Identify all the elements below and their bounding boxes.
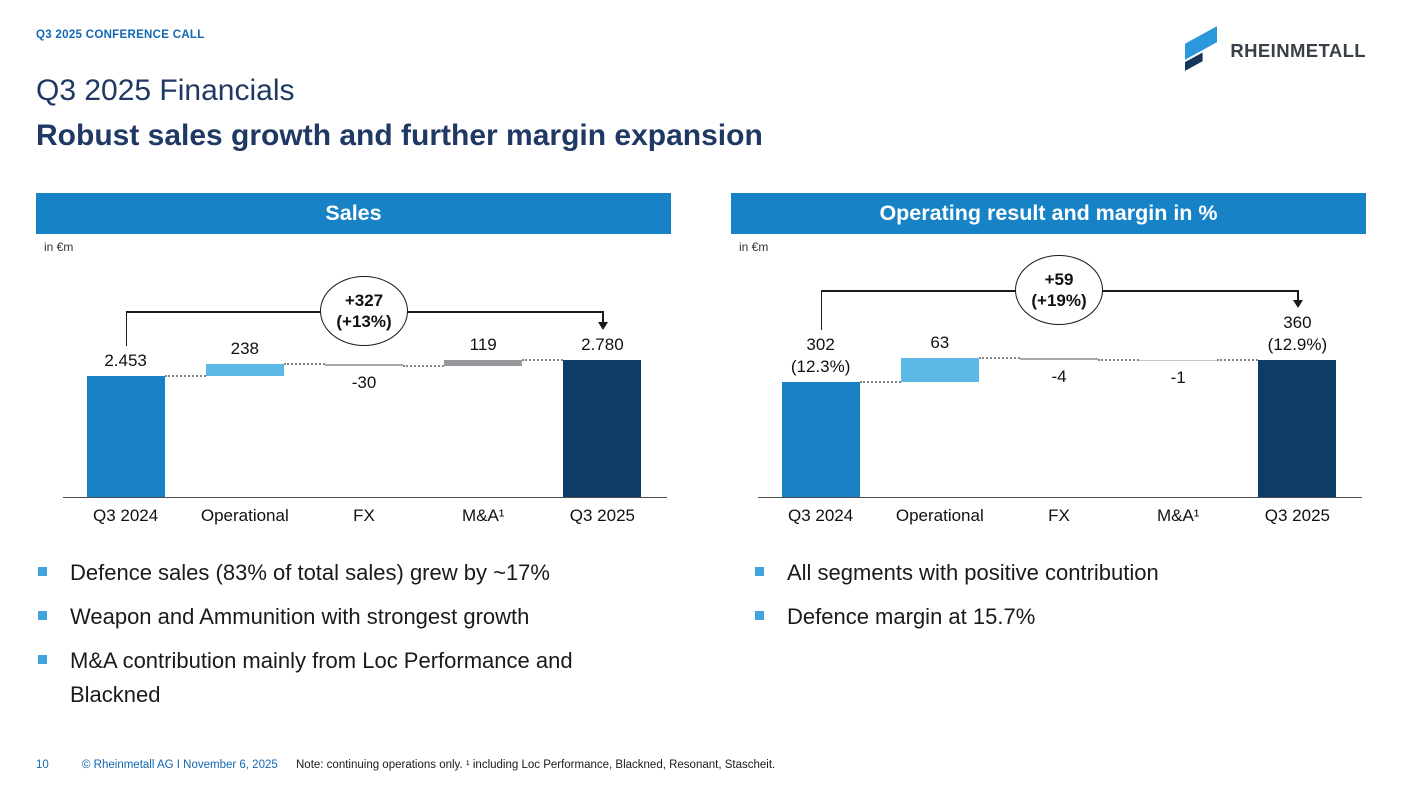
bar-fx xyxy=(1020,358,1098,360)
operating-bullet-list: All segments with positive contribution D… xyxy=(755,556,1335,644)
bracket-arrowhead xyxy=(1293,300,1304,308)
bar-q3-2024 xyxy=(781,382,860,497)
bracket-left-vertical-line xyxy=(820,290,823,331)
category-label-q3-2024: Q3 2024 xyxy=(787,506,854,525)
bar-m-a xyxy=(444,360,523,366)
sales-panel: Sales in €m 2.453 Q3 2024 238 Operational -3… xyxy=(36,193,671,534)
bar-value-label: (12.9%) xyxy=(1267,335,1328,354)
delta-bubble: +327 (+13%) xyxy=(320,276,408,346)
operating-panel-header: Operating result and margin in % xyxy=(731,193,1366,234)
sales-bullet-list: Defence sales (83% of total sales) grew … xyxy=(38,556,650,722)
bullet-square-icon xyxy=(755,567,764,576)
category-label-q3-2025: Q3 2025 xyxy=(569,506,635,525)
waterfall-connector xyxy=(283,363,325,366)
bullet-square-icon xyxy=(38,567,47,576)
bracket-arrowhead xyxy=(598,322,609,330)
bullet-text: Weapon and Ammunition with strongest gro… xyxy=(70,604,530,629)
waterfall-connector xyxy=(1217,359,1259,361)
category-label-operational: Operational xyxy=(200,506,289,525)
waterfall-connector xyxy=(522,359,564,361)
category-label-q3-2025: Q3 2025 xyxy=(1264,506,1330,525)
bar-operational xyxy=(900,358,979,383)
kicker: Q3 2025 CONFERENCE CALL xyxy=(36,29,205,41)
bar-value-label: 302 xyxy=(806,335,835,355)
bar-q3-2025 xyxy=(563,360,642,497)
bar-operational xyxy=(205,364,284,377)
bar-fx xyxy=(325,364,403,366)
operating-panel: Operating result and margin in % in €m 3… xyxy=(731,193,1366,534)
bullet-item: M&A contribution mainly from Loc Perform… xyxy=(38,644,650,712)
rheinmetall-logo-icon xyxy=(1181,26,1221,76)
bullet-square-icon xyxy=(755,611,764,620)
bullet-item: Weapon and Ammunition with strongest gro… xyxy=(38,600,650,634)
delta-bubble-value: +59 xyxy=(1044,270,1074,289)
page-number: 10 xyxy=(36,759,49,771)
category-label-operational: Operational xyxy=(895,506,984,525)
logo-wordmark: RHEINMETALL xyxy=(1230,40,1366,61)
rheinmetall-logo: RHEINMETALL xyxy=(1181,26,1366,76)
page-title: Q3 2025 Financials xyxy=(36,74,295,107)
category-label-m-a: M&A¹ xyxy=(461,506,505,525)
waterfall-connector xyxy=(978,357,1020,360)
sales-chart-canvas: in €m 2.453 Q3 2024 238 Operational -30 FX 119… xyxy=(36,234,671,534)
delta-bubble-percent: (+13%) xyxy=(336,312,392,331)
x-axis-line xyxy=(758,497,1362,499)
bar-m-a xyxy=(1139,359,1218,362)
bar-value-label: -30 xyxy=(351,372,377,392)
delta-bubble: +59 (+19%) xyxy=(1015,255,1103,325)
category-label-q3-2024: Q3 2024 xyxy=(92,506,159,525)
bracket-left-vertical-line xyxy=(125,311,128,347)
bar-value-label: -4 xyxy=(1051,366,1067,386)
delta-bubble-value: +327 xyxy=(344,291,384,310)
bar-value-label: 2.453 xyxy=(104,351,147,371)
operating-unit-label: in €m xyxy=(739,240,769,254)
x-axis-line xyxy=(63,497,667,499)
bullet-square-icon xyxy=(38,611,47,620)
footer-copyright: © Rheinmetall AG I November 6, 2025 xyxy=(82,759,278,771)
bar-value-label: 238 xyxy=(230,339,259,359)
bar-q3-2025 xyxy=(1258,360,1337,497)
bar-value-label: 119 xyxy=(469,335,497,354)
sales-panel-header: Sales xyxy=(36,193,671,234)
bar-q3-2024 xyxy=(86,376,165,497)
bar-value-label: 360 xyxy=(1283,313,1312,332)
category-label-fx: FX xyxy=(353,506,375,525)
bullet-item: Defence margin at 15.7% xyxy=(755,600,1335,634)
bracket-arrow-line xyxy=(1297,290,1299,300)
bar-value-label: (12.3%) xyxy=(790,357,851,377)
bar-value-label: -1 xyxy=(1170,368,1186,388)
waterfall-connector xyxy=(164,375,206,378)
bullet-text: Defence margin at 15.7% xyxy=(787,604,1036,629)
footer-note: Note: continuing operations only. ¹ incl… xyxy=(296,759,776,771)
page-subtitle: Robust sales growth and further margin e… xyxy=(36,119,763,152)
waterfall-connector xyxy=(1098,358,1140,361)
waterfall-connector xyxy=(403,364,445,367)
waterfall-connector xyxy=(859,381,901,384)
operating-chart-canvas: in €m 302 (12.3%) Q3 2024 63 Operational -4 FX… xyxy=(731,234,1366,534)
bar-value-label: 63 xyxy=(930,333,950,353)
bullet-text: All segments with positive contribution xyxy=(787,560,1159,585)
sales-unit-label: in €m xyxy=(44,240,74,254)
bar-value-label: 2.780 xyxy=(581,335,624,354)
category-label-m-a: M&A¹ xyxy=(1156,506,1200,525)
bracket-arrow-line xyxy=(602,311,604,322)
bullet-item: All segments with positive contribution xyxy=(755,556,1335,590)
bullet-text: M&A contribution mainly from Loc Perform… xyxy=(70,648,573,707)
category-label-fx: FX xyxy=(1048,506,1070,525)
bullet-square-icon xyxy=(38,655,47,664)
bullet-text: Defence sales (83% of total sales) grew … xyxy=(70,560,550,585)
bullet-item: Defence sales (83% of total sales) grew … xyxy=(38,556,650,590)
delta-bubble-percent: (+19%) xyxy=(1031,291,1087,310)
